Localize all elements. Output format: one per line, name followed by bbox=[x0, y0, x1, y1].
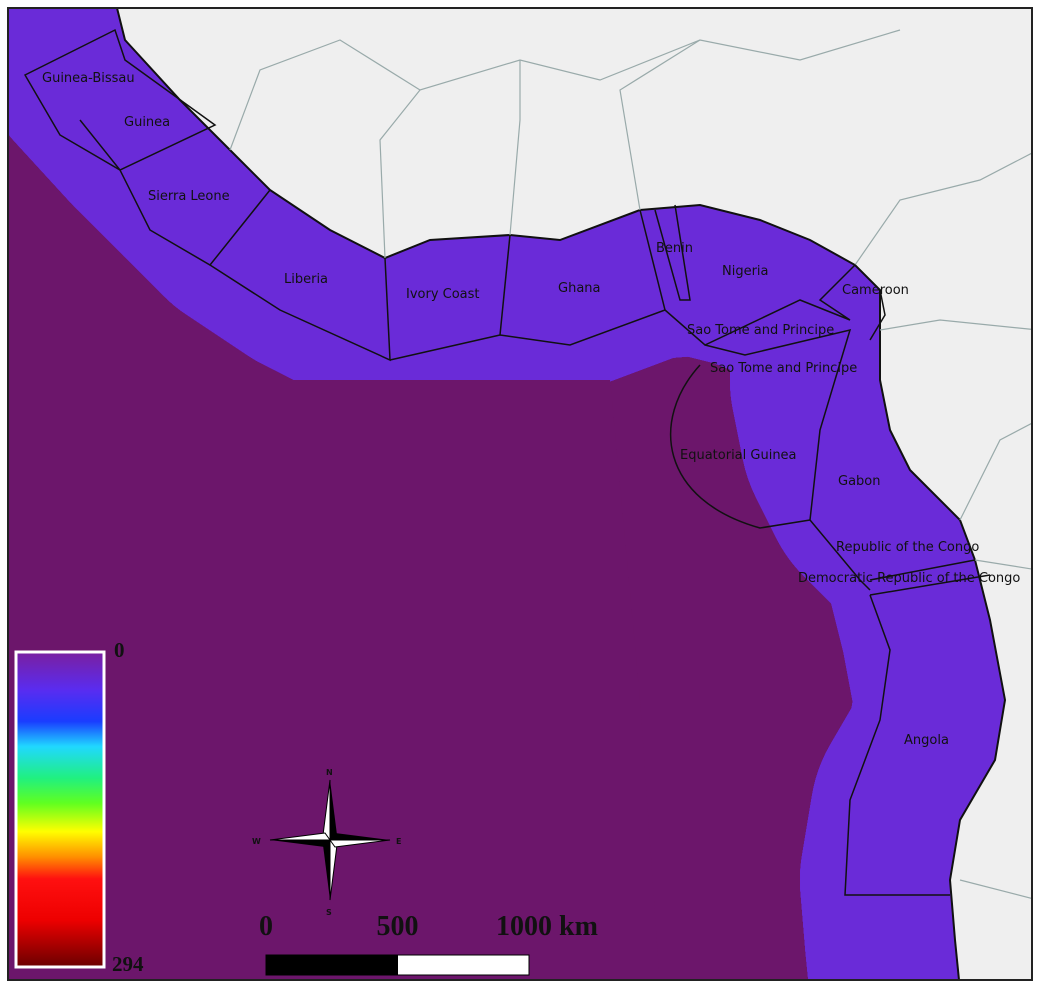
scale-label: 500 bbox=[377, 911, 419, 942]
borders bbox=[229, 29, 1032, 900]
legend-min: 0 bbox=[114, 638, 125, 662]
region-label: Sierra Leone bbox=[148, 189, 230, 204]
frame bbox=[7, 7, 1033, 981]
compass-w: W bbox=[252, 837, 261, 846]
region-label: Gabon bbox=[838, 474, 881, 489]
region-label: Republic of the Congo bbox=[836, 540, 979, 555]
eez-outlines bbox=[23, 28, 991, 896]
region-label: Liberia bbox=[284, 272, 328, 287]
region-label: Equatorial Guinea bbox=[680, 448, 797, 463]
region-label: Guinea-Bissau bbox=[42, 71, 135, 86]
scale-bar: 0 500 1000 km bbox=[259, 911, 598, 976]
region-label: Ivory Coast bbox=[406, 287, 480, 302]
region-label: Democratic Republic of the Congo bbox=[798, 571, 1020, 586]
legend-ramp bbox=[14, 650, 106, 969]
region-label: Ghana bbox=[558, 281, 601, 296]
compass: N S E W bbox=[252, 768, 401, 917]
region-label: Sao Tome and Principe bbox=[687, 323, 834, 338]
scale-label: 0 bbox=[259, 911, 273, 942]
open-ocean bbox=[8, 380, 660, 980]
scale-label: 1000 km bbox=[496, 911, 598, 942]
region-labels: Guinea-Bissau Guinea Sierra Leone Liberia Iv… bbox=[42, 71, 1020, 748]
region-label: Sao Tome and Principe bbox=[710, 361, 857, 376]
compass-e: E bbox=[396, 837, 401, 846]
region-label: Benin bbox=[656, 241, 693, 256]
region-label: Nigeria bbox=[722, 264, 769, 279]
region-label: Guinea bbox=[124, 115, 170, 130]
compass-s: S bbox=[326, 908, 332, 917]
scale-segment bbox=[265, 954, 398, 976]
region-label: Cameroon bbox=[842, 283, 909, 298]
legend-max: 294 bbox=[112, 952, 144, 976]
region-label: Angola bbox=[904, 733, 949, 748]
scale-segment bbox=[397, 954, 530, 976]
compass-n: N bbox=[326, 768, 333, 777]
